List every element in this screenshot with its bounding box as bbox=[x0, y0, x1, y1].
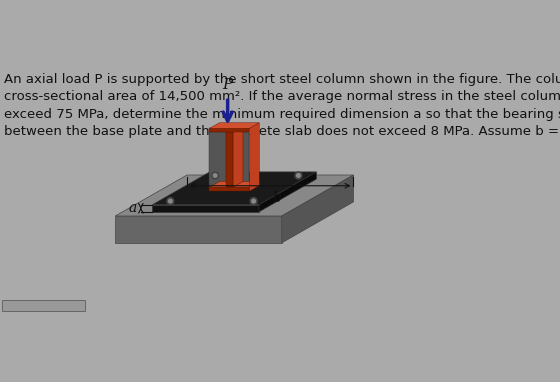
Circle shape bbox=[212, 172, 219, 179]
Text: P: P bbox=[222, 78, 233, 92]
Circle shape bbox=[213, 174, 217, 177]
Polygon shape bbox=[249, 123, 259, 191]
Circle shape bbox=[295, 172, 302, 179]
Polygon shape bbox=[152, 205, 259, 212]
Polygon shape bbox=[249, 181, 259, 191]
Polygon shape bbox=[209, 181, 259, 187]
Text: An axial load P is supported by the short steel column shown in the figure. The : An axial load P is supported by the shor… bbox=[4, 73, 560, 138]
Polygon shape bbox=[259, 172, 316, 212]
Circle shape bbox=[297, 174, 300, 177]
Circle shape bbox=[250, 197, 257, 205]
Text: b: b bbox=[272, 191, 281, 205]
Polygon shape bbox=[152, 172, 316, 205]
Circle shape bbox=[167, 197, 174, 205]
Polygon shape bbox=[233, 132, 249, 187]
Polygon shape bbox=[226, 132, 233, 187]
Polygon shape bbox=[233, 127, 243, 187]
Polygon shape bbox=[115, 216, 282, 243]
Polygon shape bbox=[115, 175, 353, 216]
Polygon shape bbox=[209, 123, 259, 128]
Polygon shape bbox=[209, 132, 226, 187]
Text: a: a bbox=[129, 201, 137, 215]
Polygon shape bbox=[209, 187, 249, 191]
Polygon shape bbox=[282, 175, 353, 243]
Polygon shape bbox=[209, 128, 249, 132]
Circle shape bbox=[169, 199, 172, 203]
FancyBboxPatch shape bbox=[2, 300, 85, 311]
Circle shape bbox=[252, 199, 255, 203]
